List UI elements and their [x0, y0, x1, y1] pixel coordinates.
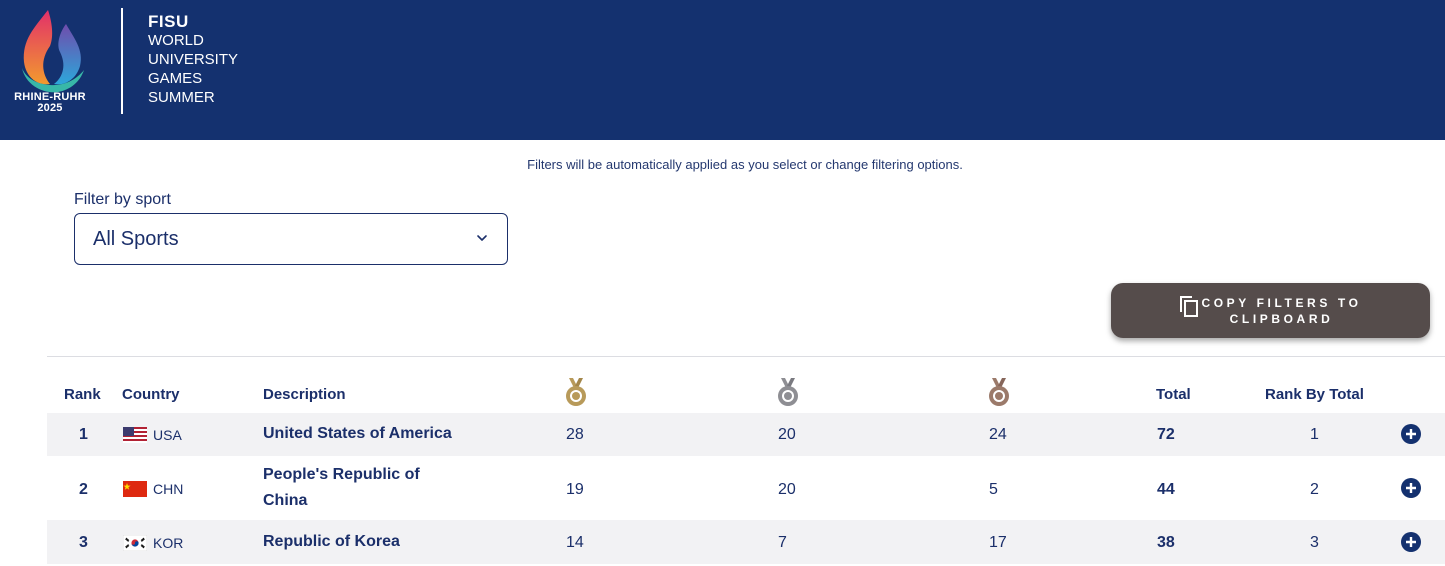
- row-bronze: 24: [989, 426, 1007, 443]
- table-row[interactable]: 2 CHN People's Republic of China 19 20 5…: [47, 456, 1445, 520]
- logo-year: 2025: [37, 102, 63, 114]
- us-flag-icon: [123, 427, 147, 443]
- logo-city: RHINE-RUHR: [14, 91, 86, 103]
- brand-title: FISU WORLD UNIVERSITY GAMES SUMMER: [148, 12, 238, 107]
- row-silver: 20: [778, 426, 796, 443]
- filter-notice: Filters will be automatically applied as…: [527, 157, 963, 172]
- row-total: 44: [1157, 481, 1175, 498]
- expand-row-plus-icon[interactable]: [1401, 478, 1421, 498]
- brand-fisu: FISU: [148, 12, 189, 31]
- expand-row-plus-icon[interactable]: [1401, 424, 1421, 444]
- site-header: RHINE-RUHR 2025 FISU WORLD UNIVERSITY GA…: [0, 0, 1445, 140]
- row-description[interactable]: United States of America: [263, 425, 452, 442]
- brand-line-games: GAMES: [148, 70, 203, 87]
- row-rank: 3: [79, 534, 88, 551]
- row-rank-by-total: 2: [1310, 481, 1319, 498]
- row-rank: 1: [79, 426, 88, 443]
- games-flame-logo-icon[interactable]: [4, 6, 108, 118]
- expand-row-plus-icon[interactable]: [1401, 532, 1421, 552]
- header-rank[interactable]: Rank: [64, 386, 101, 403]
- row-country: USA: [123, 427, 182, 443]
- row-rank-by-total: 3: [1310, 534, 1319, 551]
- silver-medal-icon[interactable]: [776, 377, 800, 407]
- sport-filter-select[interactable]: All Sports: [74, 213, 508, 265]
- logo-divider: [121, 8, 123, 114]
- bronze-medal-icon[interactable]: [987, 377, 1011, 407]
- korea-flag-icon: [123, 535, 147, 551]
- row-gold: 14: [566, 534, 584, 551]
- row-description[interactable]: Republic of Korea: [263, 533, 400, 550]
- row-total: 72: [1157, 426, 1175, 443]
- table-row[interactable]: 1 USA United States of America 28 20 24 …: [47, 413, 1445, 456]
- copy-icon: [1180, 295, 1199, 317]
- header-description[interactable]: Description: [263, 386, 346, 403]
- row-silver: 7: [778, 534, 787, 551]
- row-country-code: KOR: [153, 535, 184, 551]
- row-gold: 19: [566, 481, 584, 498]
- row-country: KOR: [123, 535, 183, 551]
- row-rank-by-total: 1: [1310, 426, 1319, 443]
- row-country-code: CHN: [153, 481, 184, 497]
- brand-line-university: UNIVERSITY: [148, 51, 239, 68]
- row-description[interactable]: People's Republic of China: [263, 466, 420, 509]
- gold-medal-icon[interactable]: [564, 377, 588, 407]
- copy-filters-label-line1: COPY FILTERS TO: [1201, 295, 1362, 310]
- divider: [47, 356, 1445, 357]
- row-country: CHN: [123, 481, 183, 497]
- brand-line-world: WORLD: [148, 32, 204, 49]
- row-bronze: 17: [989, 534, 1007, 551]
- header-total[interactable]: Total: [1156, 386, 1191, 403]
- header-rank-by-total[interactable]: Rank By Total: [1265, 386, 1364, 403]
- row-gold: 28: [566, 426, 584, 443]
- china-flag-icon: [123, 481, 147, 497]
- medal-table-header: Rank Country Description Total Rank By T…: [47, 372, 1445, 412]
- copy-filters-label: COPY FILTERS TO CLIPBOARD: [1201, 295, 1361, 327]
- row-total: 38: [1157, 534, 1175, 551]
- row-rank: 2: [79, 481, 88, 498]
- row-bronze: 5: [989, 481, 998, 498]
- copy-filters-button[interactable]: COPY FILTERS TO CLIPBOARD: [1111, 283, 1430, 338]
- sport-filter-value: All Sports: [93, 227, 179, 250]
- row-silver: 20: [778, 481, 796, 498]
- row-country-code: USA: [153, 427, 182, 443]
- header-country[interactable]: Country: [122, 386, 180, 403]
- brand-line-summer: SUMMER: [148, 89, 215, 106]
- copy-filters-label-line2: CLIPBOARD: [1229, 311, 1334, 326]
- chevron-down-icon: [477, 235, 487, 241]
- filter-label: Filter by sport: [74, 191, 171, 208]
- logo-wordmark: RHINE-RUHR 2025: [0, 92, 100, 114]
- table-row[interactable]: 3 KOR Republic of Korea 14 7 17 38 3: [47, 520, 1445, 564]
